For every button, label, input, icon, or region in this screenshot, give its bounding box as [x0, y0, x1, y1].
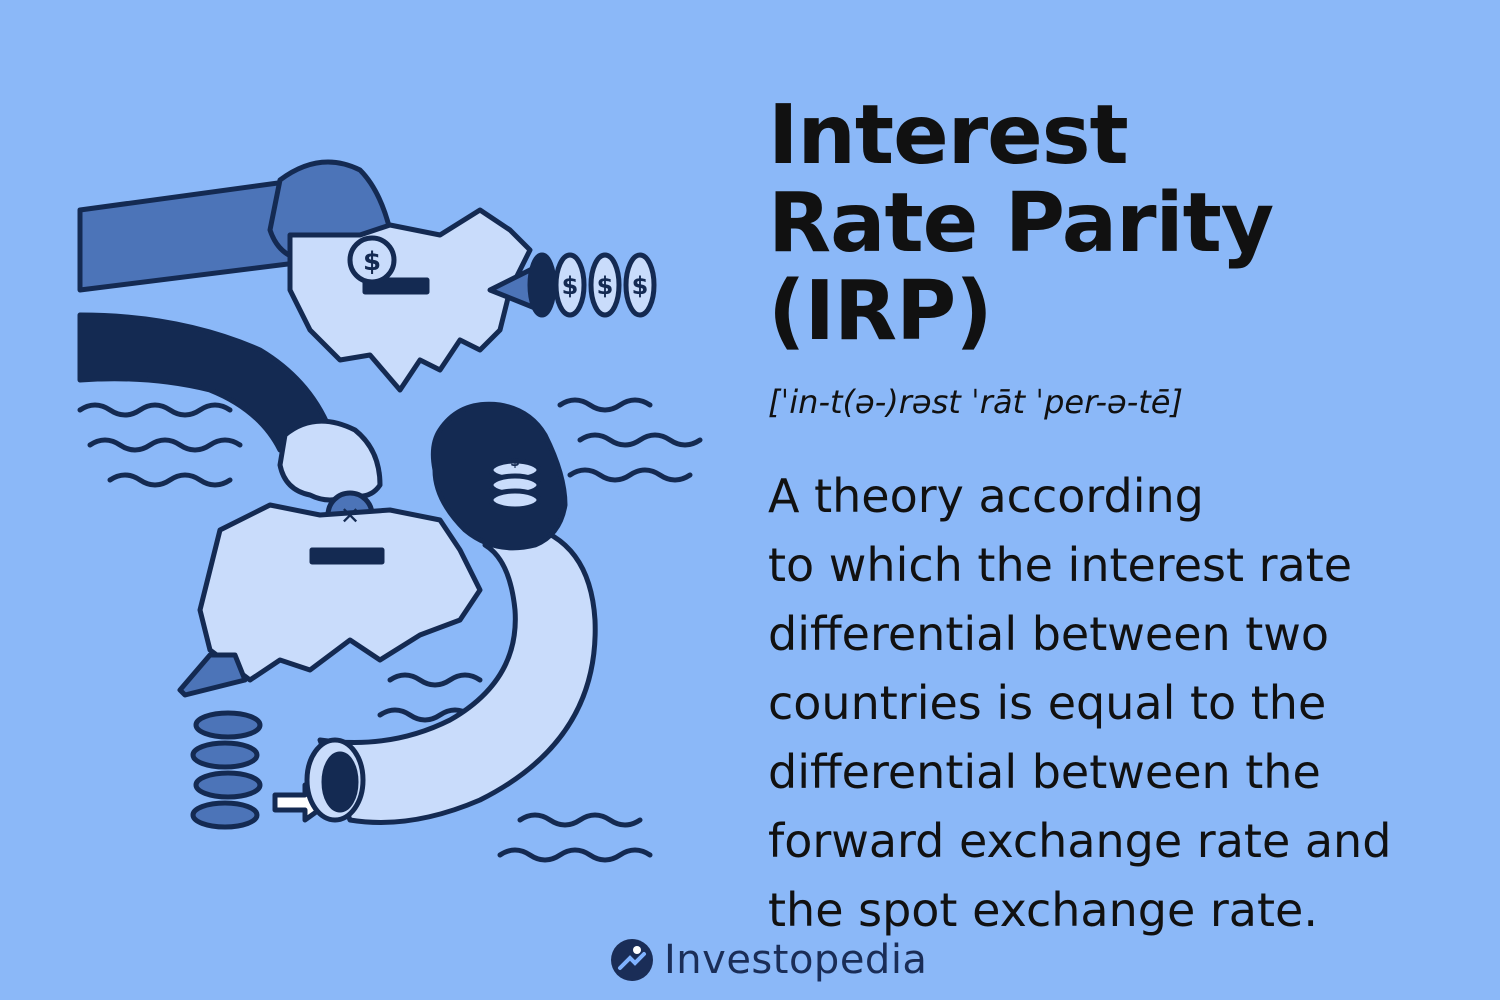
- drain-funnel: [180, 655, 245, 695]
- pronunciation: [ˈin-t(ə-)rəst ˈrāt ˈper-ə-tē]: [768, 382, 1468, 422]
- interest-rate-parity-illustration: $ $ $ $ $ ✕: [60, 140, 740, 880]
- brand-name: Investopedia: [664, 937, 927, 983]
- coin-symbol: $: [632, 272, 649, 300]
- definition-panel: Interest Rate Parity (IRP) [ˈin-t(ə-)rəs…: [768, 92, 1468, 945]
- foreign-coin-slot: [312, 550, 382, 562]
- funnel-mouth: [530, 255, 554, 315]
- page-title: Interest Rate Parity (IRP): [768, 92, 1328, 356]
- coin-symbol: $: [597, 272, 614, 300]
- investopedia-logo-icon: [610, 938, 654, 982]
- coin-symbol: ✕: [340, 502, 360, 530]
- usa-map: [290, 210, 530, 390]
- coin-symbol: $: [562, 272, 579, 300]
- definition-text: A theory according to which the interest…: [768, 462, 1448, 945]
- foreign-country-map: [200, 505, 480, 680]
- middle-hand: [280, 421, 380, 500]
- coin-symbol: $: [363, 247, 381, 277]
- coin-symbol: $: [510, 454, 520, 470]
- foreign-coin-stack: [193, 713, 260, 827]
- brand-logo: Investopedia: [610, 932, 927, 988]
- pipe-hole: [324, 754, 356, 810]
